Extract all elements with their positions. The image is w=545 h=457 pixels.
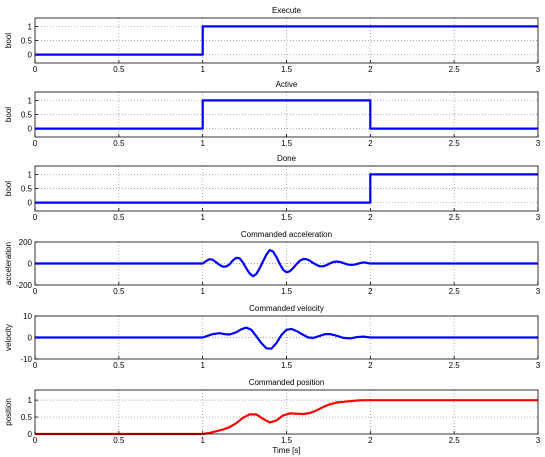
x-tick-label: 1 xyxy=(200,213,205,222)
x-tick-label: 2 xyxy=(368,361,373,370)
y-tick-label: 1 xyxy=(28,96,33,105)
plot-frame xyxy=(34,241,539,286)
series-line xyxy=(35,25,538,56)
y-tick-label: 0 xyxy=(28,199,33,208)
x-tick-label: 0.5 xyxy=(113,287,125,296)
plot-frame xyxy=(34,315,539,360)
panel-title: Commanded position xyxy=(249,378,325,387)
y-tick-label: 0 xyxy=(28,334,33,343)
y-tick-label: 200 xyxy=(19,238,33,247)
x-tick-label: 1.5 xyxy=(281,65,293,74)
y-tick-label: 0 xyxy=(28,51,33,60)
panel-title: Execute xyxy=(272,6,301,15)
x-tick-label: 1 xyxy=(200,139,205,148)
plot-frame xyxy=(34,17,539,64)
y-axis-label: acceleration xyxy=(4,242,13,285)
y-axis-label: bool xyxy=(4,107,13,122)
x-tick-label: 1.5 xyxy=(281,213,293,222)
x-tick-label: 0 xyxy=(33,213,38,222)
x-tick-label: 3 xyxy=(536,436,541,445)
plot-frame xyxy=(34,389,539,435)
x-tick-label: 3 xyxy=(536,287,541,296)
chart-panel-1: 0 0.5 1 1.5 2 2.5 3 0 0.5 1 Execute bool xyxy=(4,6,541,74)
y-tick-label: 1 xyxy=(28,396,33,405)
y-tick-label: 10 xyxy=(23,312,32,321)
y-tick-label: 0.5 xyxy=(21,37,33,46)
y-tick-label: 1 xyxy=(28,22,33,31)
x-tick-label: 2 xyxy=(368,65,373,74)
plot-frame xyxy=(34,165,539,212)
x-tick-label: 0.5 xyxy=(113,213,125,222)
series-line xyxy=(35,173,538,204)
y-tick-label: -200 xyxy=(16,281,33,290)
x-tick-label: 0.5 xyxy=(113,436,125,445)
y-axis-label: velocity xyxy=(4,324,13,351)
panel-title: Done xyxy=(277,154,297,163)
x-tick-label: 3 xyxy=(536,213,541,222)
series-line xyxy=(35,249,538,278)
y-tick-label: 0.5 xyxy=(21,185,33,194)
y-tick-label: 0.5 xyxy=(21,413,33,422)
y-tick-label: 0.5 xyxy=(21,111,33,120)
plot-frame xyxy=(34,91,539,138)
x-tick-label: 1.5 xyxy=(281,287,293,296)
x-tick-label: 3 xyxy=(536,65,541,74)
series-line xyxy=(35,99,538,130)
chart-panel-6: 0 0.5 1 1.5 2 2.5 3 0 0.5 1 Commanded position posi… xyxy=(4,378,541,455)
x-tick-label: 1.5 xyxy=(281,361,293,370)
panel-title: Commanded acceleration xyxy=(241,230,332,239)
series-line xyxy=(35,326,538,350)
x-tick-label: 0 xyxy=(33,65,38,74)
x-tick-label: 2.5 xyxy=(449,436,461,445)
x-tick-label: 0.5 xyxy=(113,139,125,148)
x-tick-label: 1.5 xyxy=(281,436,293,445)
series-line xyxy=(35,399,538,436)
y-tick-label: 0 xyxy=(28,260,33,269)
x-tick-label: 0 xyxy=(33,287,38,296)
x-tick-label: 2 xyxy=(368,139,373,148)
chart-panel-2: 0 0.5 1 1.5 2 2.5 3 0 0.5 1 Active bool xyxy=(4,80,541,148)
x-tick-label: 2.5 xyxy=(449,287,461,296)
x-tick-label: 2.5 xyxy=(449,65,461,74)
x-tick-label: 1 xyxy=(200,287,205,296)
x-tick-label: 2 xyxy=(368,213,373,222)
x-tick-label: 1 xyxy=(200,361,205,370)
x-axis-label: Time [s] xyxy=(272,446,300,455)
x-tick-label: 1.5 xyxy=(281,139,293,148)
x-tick-label: 0 xyxy=(33,436,38,445)
y-tick-label: -10 xyxy=(20,355,32,364)
x-tick-label: 1 xyxy=(200,436,205,445)
x-tick-label: 1 xyxy=(200,65,205,74)
x-tick-label: 0 xyxy=(33,361,38,370)
x-tick-label: 0 xyxy=(33,139,38,148)
y-axis-label: bool xyxy=(4,181,13,196)
y-axis-label: bool xyxy=(4,33,13,48)
x-tick-label: 2.5 xyxy=(449,361,461,370)
y-tick-label: 1 xyxy=(28,170,33,179)
chart-panel-3: 0 0.5 1 1.5 2 2.5 3 0 0.5 1 Done bool xyxy=(4,154,541,222)
panel-title: Commanded velocity xyxy=(249,304,324,313)
panel-title: Active xyxy=(276,80,298,89)
x-tick-label: 2.5 xyxy=(449,213,461,222)
y-tick-label: 0 xyxy=(28,430,33,439)
x-tick-label: 0.5 xyxy=(113,65,125,74)
y-axis-label: position xyxy=(4,398,13,426)
x-tick-label: 3 xyxy=(536,139,541,148)
x-tick-label: 2.5 xyxy=(449,139,461,148)
x-tick-label: 0.5 xyxy=(113,361,125,370)
x-tick-label: 2 xyxy=(368,287,373,296)
x-tick-label: 2 xyxy=(368,436,373,445)
x-tick-label: 3 xyxy=(536,361,541,370)
y-tick-label: 0 xyxy=(28,125,33,134)
